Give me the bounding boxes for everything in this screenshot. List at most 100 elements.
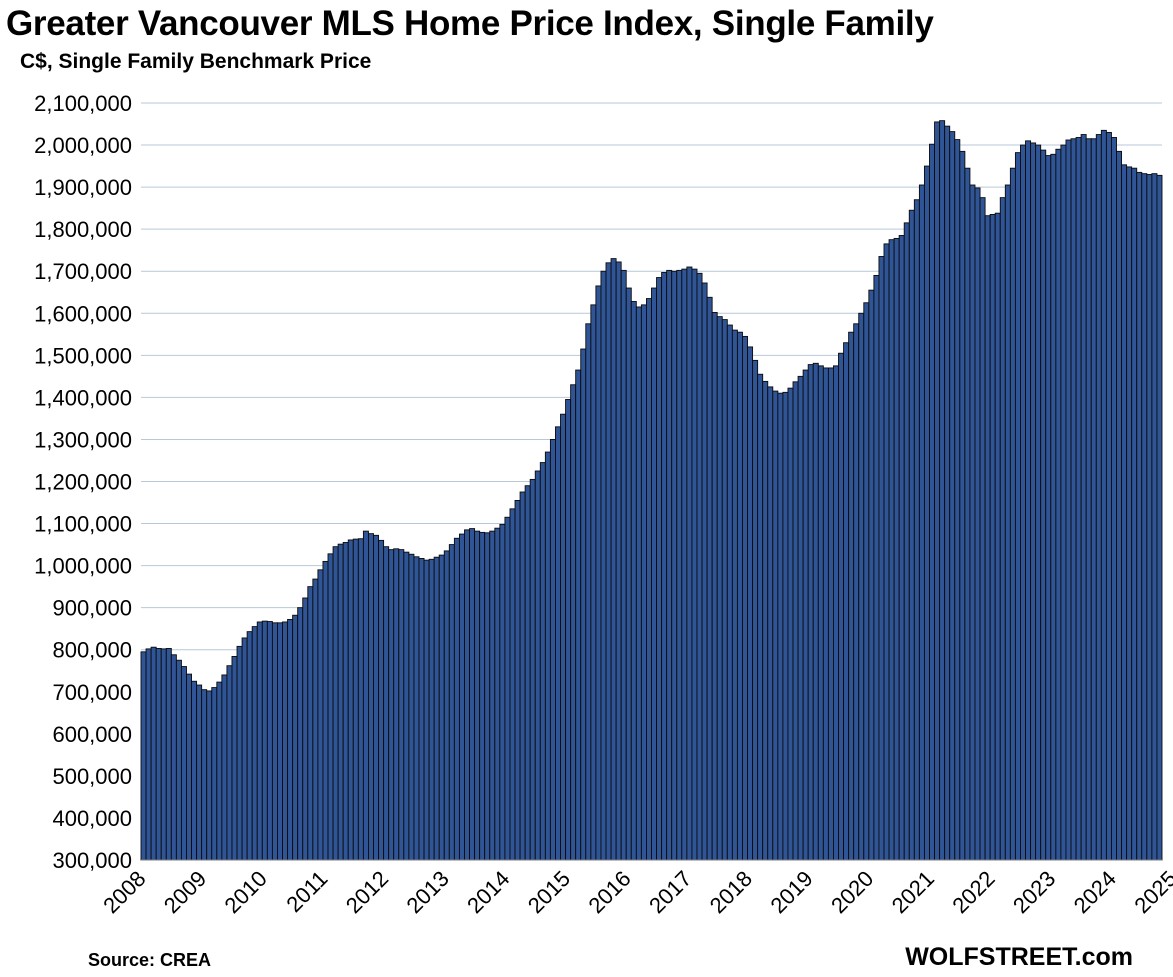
bar: [868, 289, 875, 861]
bar: [635, 306, 642, 861]
bar: [277, 622, 283, 861]
bar: [1014, 152, 1021, 861]
bar: [241, 637, 248, 861]
bar: [954, 139, 961, 861]
bar: [1126, 166, 1133, 861]
bar: [297, 607, 304, 861]
bar: [160, 648, 167, 861]
bar: [1070, 138, 1077, 861]
bar: [201, 689, 208, 861]
bar: [661, 272, 668, 861]
bar: [686, 266, 693, 861]
bar: [979, 197, 986, 861]
bar: [1065, 139, 1072, 861]
x-tick-label: 2012: [341, 866, 393, 918]
bar: [474, 530, 481, 861]
bar: [458, 533, 465, 861]
bar: [509, 508, 516, 861]
bar: [555, 426, 561, 861]
bar: [863, 302, 870, 861]
bar: [428, 558, 435, 861]
y-tick-label: 1,100,000: [34, 512, 132, 537]
bar: [186, 673, 192, 861]
bar: [590, 304, 597, 861]
x-axis-ticks: 2008 2009 2010 2011 2012 2013 2014 2015 2016 2017…: [98, 866, 1173, 918]
bar: [494, 527, 501, 861]
brand-logo-text: WOLFSTREET.com: [905, 943, 1133, 971]
bar: [1060, 144, 1067, 861]
x-tick-label: 2018: [705, 866, 757, 918]
bar: [726, 324, 733, 861]
bar: [317, 569, 324, 861]
bar: [1009, 167, 1016, 861]
bar: [610, 258, 617, 861]
bar: [1004, 184, 1011, 861]
bar: [357, 538, 364, 861]
chart-subtitle: C$, Single Family Benchmark Price: [20, 50, 372, 73]
bar: [1030, 142, 1037, 861]
source-note: Source: CREA: [88, 950, 212, 970]
bar: [332, 546, 339, 861]
bar: [150, 646, 157, 861]
bar: [807, 364, 814, 861]
bar: [575, 369, 582, 861]
bar: [453, 537, 460, 861]
bar: [646, 298, 652, 861]
bar: [1151, 173, 1158, 861]
bar: [772, 390, 779, 861]
bar: [949, 131, 956, 861]
chart-title: Greater Vancouver MLS Home Price Index, …: [6, 4, 934, 43]
bar: [307, 586, 314, 861]
y-tick-label: 1,900,000: [34, 175, 132, 200]
bar: [448, 544, 455, 861]
bar: [418, 558, 425, 861]
bar: [251, 626, 258, 861]
bar: [1080, 134, 1087, 861]
bar: [1040, 149, 1047, 861]
bar: [312, 578, 319, 861]
bar: [848, 331, 855, 861]
bar: [1090, 138, 1097, 861]
bar: [999, 197, 1006, 861]
bar: [145, 648, 152, 861]
bar: [216, 681, 223, 861]
bar: [408, 553, 415, 861]
bar: [1050, 153, 1057, 861]
y-tick-label: 2,100,000: [34, 91, 132, 116]
bar: [853, 323, 860, 861]
bar: [1085, 138, 1092, 861]
y-tick-label: 300,000: [52, 848, 132, 873]
bar: [600, 270, 607, 861]
x-tick-label: 2010: [220, 866, 272, 918]
bar: [777, 392, 784, 861]
bar: [570, 384, 577, 861]
bar: [1141, 173, 1148, 861]
y-tick-label: 600,000: [52, 722, 132, 747]
bar: [534, 470, 541, 861]
bar: [833, 365, 839, 861]
y-tick-label: 500,000: [52, 764, 132, 789]
bar: [742, 335, 748, 861]
bar: [822, 367, 829, 861]
bar: [388, 549, 395, 861]
x-tick-label: 2015: [523, 866, 575, 918]
bar: [696, 272, 703, 861]
y-tick-label: 1,200,000: [34, 470, 132, 495]
bar: [706, 296, 713, 861]
y-tick-label: 800,000: [52, 638, 132, 663]
bar: [206, 690, 213, 861]
bar: [322, 560, 329, 861]
bar: [529, 478, 536, 861]
bar: [944, 125, 951, 861]
bar: [615, 261, 622, 861]
bar: [484, 532, 491, 861]
bar: [994, 212, 1001, 861]
bar: [1055, 148, 1062, 861]
y-tick-label: 1,400,000: [34, 385, 132, 410]
bar: [918, 184, 925, 861]
bar: [165, 648, 172, 861]
bar: [1020, 144, 1026, 861]
bar: [716, 316, 723, 861]
bar: [913, 199, 920, 861]
bar: [560, 413, 567, 861]
